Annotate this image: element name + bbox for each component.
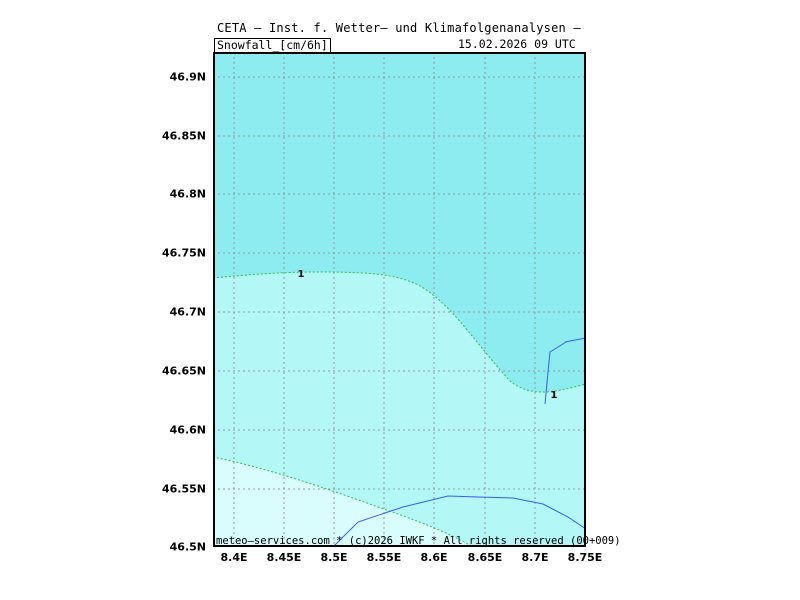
snow-zone-mid (215, 271, 584, 545)
contour-line-1 (215, 271, 584, 393)
grid (215, 54, 584, 545)
y-tick-label: 46.7N (169, 305, 206, 319)
river-upper (544, 341, 567, 405)
chart-title: CETA — Inst. f. Wetter— und Klimafolgena… (217, 21, 581, 35)
contour-label-2: 1 (551, 390, 558, 401)
x-tick-label: 8.5E (320, 551, 348, 564)
y-tick-label: 46.9N (169, 70, 206, 84)
contour-label-1: 1 (298, 269, 305, 280)
y-tick-label: 46.5N (169, 540, 206, 554)
x-tick-label: 8.4E (220, 551, 248, 564)
x-tick-label: 8.65E (467, 551, 503, 564)
variable-label: Snowfall_[cm/6h] (214, 38, 331, 53)
x-tick-label: 8.75E (567, 551, 603, 564)
map-panel: 1 1 (213, 52, 586, 547)
map-svg: 1 1 (215, 54, 584, 545)
y-tick-label: 46.75N (162, 246, 206, 260)
footer-credit: meteo—services.com * (c)2026 IWKF * All … (216, 535, 621, 547)
river-lower (334, 495, 584, 545)
x-tick-label: 8.45E (266, 551, 302, 564)
y-tick-label: 46.85N (162, 129, 206, 143)
datetime-label: 15.02.2026 09 UTC (458, 37, 576, 51)
x-tick-label: 8.55E (366, 551, 402, 564)
river-upper-branch (564, 337, 584, 343)
y-tick-label: 46.55N (162, 482, 206, 496)
snow-zone-low (215, 457, 470, 545)
x-tick-label: 8.6E (420, 551, 448, 564)
y-tick-label: 46.8N (169, 187, 206, 201)
contour-line-2 (215, 456, 471, 545)
y-tick-label: 46.6N (169, 423, 206, 437)
x-tick-label: 8.7E (521, 551, 549, 564)
y-tick-label: 46.65N (162, 364, 206, 378)
